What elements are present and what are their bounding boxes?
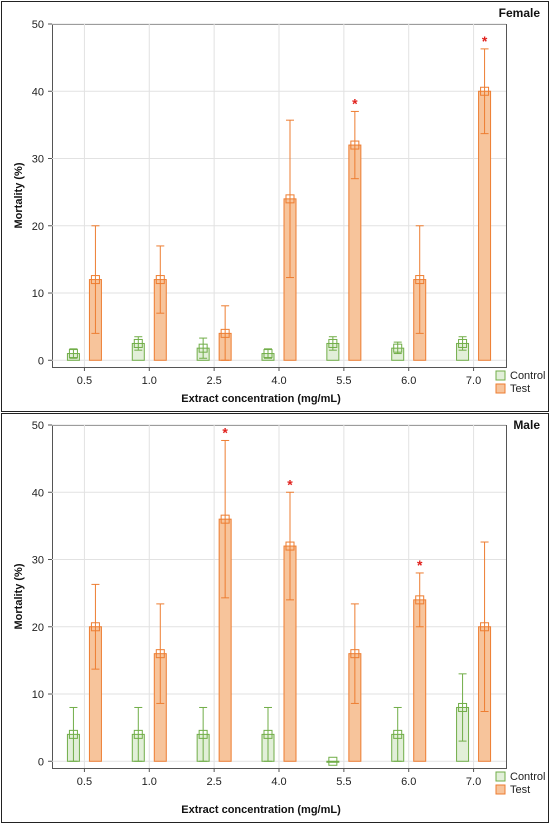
y-tick-label: 30	[32, 154, 44, 166]
x-tick-label: 1.0	[142, 776, 157, 788]
x-tick-label: 1.0	[142, 375, 157, 387]
y-tick-label: 20	[32, 221, 44, 233]
legend-swatch-control	[495, 370, 506, 381]
y-axis-label: Mortality (%)	[13, 162, 25, 228]
legend-label-test: Test	[510, 784, 530, 796]
y-tick-label: 30	[32, 555, 44, 567]
x-tick-label: 5.5	[336, 375, 351, 387]
significance-asterisk: *	[287, 476, 293, 492]
mean-marker-control	[328, 756, 338, 766]
y-tick-label: 10	[32, 288, 44, 300]
x-tick-label: 7.0	[466, 776, 481, 788]
panel-border	[1, 413, 549, 823]
y-tick-label: 0	[38, 756, 44, 768]
x-tick-label: 6.0	[401, 776, 416, 788]
y-tick-label: 40	[32, 487, 44, 499]
x-tick-label: 0.5	[77, 375, 92, 387]
x-tick-label: 5.5	[336, 776, 351, 788]
legend-label-control: Control	[510, 771, 545, 783]
panel-label: Female	[499, 6, 541, 20]
y-tick-label: 10	[32, 689, 44, 701]
y-tick-label: 50	[32, 420, 44, 432]
x-tick-label: 6.0	[401, 375, 416, 387]
x-tick-label: 4.0	[271, 375, 286, 387]
legend-label-test: Test	[510, 383, 530, 395]
chart-panel-female: 0 10 20 30 40 50 0.5 1.0 2.5 4.0 5.5 6.0 7.0 * * Female…	[1, 1, 549, 412]
x-axis-label: Extract concentration (mg/mL)	[181, 393, 341, 405]
x-tick-label: 0.5	[77, 776, 92, 788]
x-tick-label: 7.0	[466, 375, 481, 387]
legend-swatch-test	[495, 784, 506, 795]
significance-asterisk: *	[482, 33, 488, 49]
significance-asterisk: *	[352, 95, 358, 111]
y-tick-label: 20	[32, 622, 44, 634]
y-axis-label: Mortality (%)	[13, 563, 25, 629]
x-tick-label: 2.5	[206, 375, 221, 387]
x-tick-label: 4.0	[271, 776, 286, 788]
panel-label: Male	[513, 418, 540, 432]
bar-control	[326, 760, 340, 763]
legend-swatch-test	[495, 383, 506, 394]
significance-asterisk: *	[417, 557, 423, 573]
significance-asterisk: *	[222, 424, 228, 440]
y-tick-label: 50	[32, 19, 44, 31]
legend-label-control: Control	[510, 370, 545, 382]
panel-border	[1, 1, 549, 412]
x-tick-label: 2.5	[206, 776, 221, 788]
chart-panel-male: 0 10 20 30 40 50 0.5 1.0 2.5 4.0 5.5 6.0 7.0 * * * Male M…	[1, 413, 549, 823]
y-tick-label: 40	[32, 86, 44, 98]
x-axis-label: Extract concentration (mg/mL)	[181, 804, 341, 816]
y-tick-label: 0	[38, 355, 44, 367]
legend-swatch-control	[495, 771, 506, 782]
